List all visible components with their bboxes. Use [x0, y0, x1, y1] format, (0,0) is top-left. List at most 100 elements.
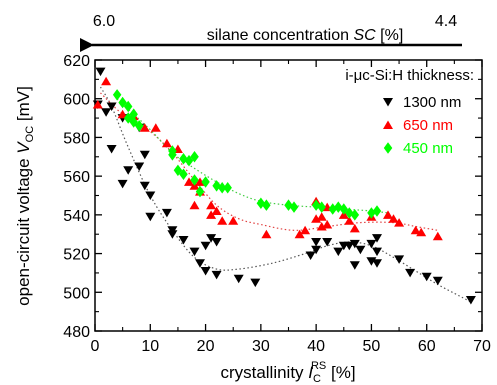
- y-tick-label: 520: [63, 247, 90, 264]
- data-point: [262, 199, 271, 211]
- data-point: [200, 241, 211, 251]
- data-point: [372, 259, 382, 268]
- data-point: [284, 199, 293, 211]
- x-axis-title: crystallinity ICRS [%]: [220, 360, 355, 385]
- data-point: [421, 272, 432, 282]
- data-point: [189, 247, 200, 257]
- data-point: [139, 181, 150, 191]
- data-point: [372, 247, 382, 257]
- data-point: [465, 296, 476, 305]
- data-point: [190, 174, 199, 186]
- data-point: [173, 164, 183, 177]
- x-tick-label: 20: [197, 338, 215, 355]
- y-axis-title-sub: OC: [24, 126, 36, 143]
- data-point: [432, 231, 443, 241]
- data-point: [322, 238, 333, 247]
- y-axis-title-unit: [mV]: [14, 86, 33, 126]
- data-point: [206, 234, 217, 243]
- data-point: [349, 239, 360, 249]
- y-tick-label: 600: [63, 92, 90, 109]
- data-point: [405, 268, 416, 278]
- y-tick-label: 560: [63, 169, 90, 186]
- data-point: [316, 212, 327, 221]
- data-point: [195, 185, 205, 198]
- data-point: [217, 216, 228, 225]
- data-point: [150, 123, 161, 132]
- legend-label: 650 nm: [403, 117, 453, 134]
- data-point: [305, 251, 316, 260]
- data-point: [195, 177, 205, 186]
- data-point: [355, 245, 366, 255]
- data-point: [145, 212, 156, 222]
- data-point: [211, 270, 222, 280]
- data-point: [161, 208, 172, 218]
- data-point: [289, 201, 299, 213]
- data-point: [118, 96, 127, 109]
- x-tick-label: 40: [307, 338, 325, 355]
- data-point: [190, 151, 199, 163]
- data-point: [300, 225, 311, 235]
- data-point: [344, 241, 355, 251]
- x-axis-title-unit: [%]: [326, 363, 355, 382]
- trend-lines: [99, 86, 472, 303]
- data-point: [367, 207, 376, 219]
- data-point: [112, 89, 122, 101]
- data-point: [211, 206, 222, 215]
- data-point: [233, 274, 244, 284]
- data-point: [333, 247, 344, 257]
- x-tick-label: 30: [252, 338, 270, 355]
- x-tick-label: 50: [363, 338, 381, 355]
- legend-label: 450 nm: [403, 140, 453, 157]
- legend-marker: [383, 142, 393, 154]
- data-point: [311, 199, 321, 211]
- trend-line: [100, 92, 438, 231]
- top-axis-left-value: 6.0: [93, 13, 115, 30]
- legend-marker: [383, 98, 393, 107]
- data-point: [134, 162, 145, 171]
- data-point: [410, 225, 421, 235]
- top-axis: 6.0 4.4 silane concentration SC [%]: [80, 13, 462, 52]
- data-point: [349, 261, 360, 270]
- data-point: [92, 100, 103, 109]
- data-point: [184, 177, 194, 186]
- y-axis-title-symbol: V: [14, 141, 33, 154]
- data-point: [311, 238, 322, 247]
- trend-line: [99, 86, 472, 303]
- data-point: [261, 229, 272, 239]
- data-point: [95, 67, 106, 77]
- data-point: [228, 216, 239, 225]
- top-axis-label: silane concentration SC [%]: [207, 27, 404, 44]
- data-point: [344, 216, 355, 225]
- data-point: [432, 276, 443, 286]
- data-point: [212, 180, 221, 192]
- data-point: [167, 230, 178, 239]
- data-point: [394, 255, 405, 264]
- data-point: [117, 179, 128, 189]
- data-point: [206, 200, 217, 210]
- data-point: [201, 176, 210, 188]
- data-point: [145, 191, 156, 200]
- x-axis-title-sup: RS: [311, 360, 326, 372]
- legend-title: i-μc-Si:H thickness:: [345, 67, 474, 84]
- data-point: [311, 245, 322, 255]
- data-point: [349, 223, 360, 233]
- y-tick-label: 580: [63, 130, 90, 147]
- y-axis-title-prefix: open-circuit voltage: [14, 154, 33, 306]
- x-tick-label: 60: [418, 338, 436, 355]
- data-points: [92, 67, 476, 305]
- data-point: [200, 267, 211, 276]
- legend-items: 1300 nm 650 nm 450 nm: [383, 94, 461, 157]
- axis-ticks: 0 10 20 30 40 50 60 70 480 500 520 540 560 580 600 620: [63, 53, 491, 355]
- data-point: [317, 201, 326, 213]
- data-point: [106, 145, 117, 154]
- top-axis-right-value: 4.4: [435, 13, 457, 30]
- x-axis-title-symbol: I: [308, 363, 313, 382]
- data-point: [416, 227, 427, 237]
- y-tick-label: 500: [63, 285, 90, 302]
- legend-marker: [383, 120, 393, 129]
- data-point: [179, 168, 188, 180]
- data-point: [223, 182, 232, 194]
- data-point: [195, 259, 205, 268]
- data-point: [322, 220, 333, 229]
